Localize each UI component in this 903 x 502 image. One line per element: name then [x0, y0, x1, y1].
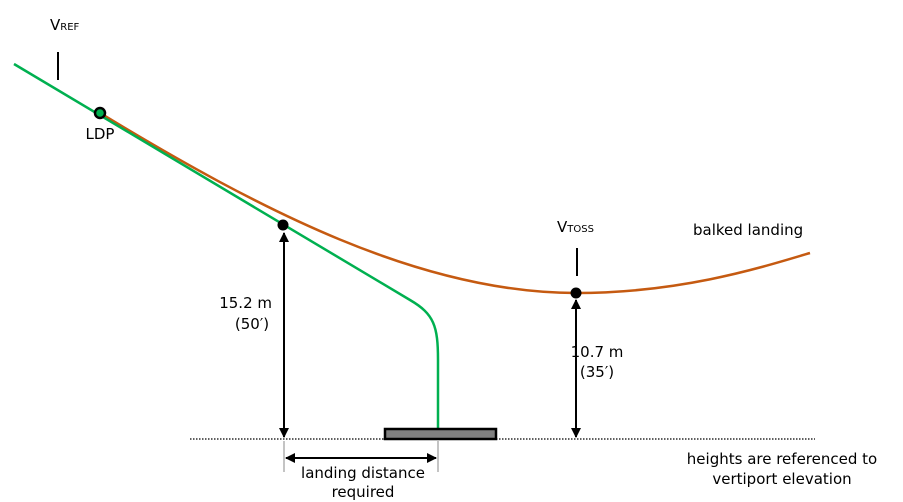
height-1-value: 15.2 m — [219, 294, 272, 312]
vref-label: VREF — [50, 16, 80, 34]
vtoss-point — [570, 287, 582, 299]
vertiport-pad — [383, 427, 498, 441]
height-2-feet: (35′) — [580, 363, 614, 381]
decision-point — [277, 219, 289, 231]
vtoss-label: VTOSS — [557, 218, 594, 236]
approach-path — [13, 62, 440, 429]
landing-distance-label-1: landing distance — [301, 464, 425, 482]
balked-landing-label: balked landing — [693, 221, 803, 239]
ldp-label: LDP — [86, 125, 115, 143]
landing-distance-label-2: required — [332, 483, 395, 501]
note-line-2: vertiport elevation — [712, 470, 851, 488]
note-line-1: heights are referenced to — [687, 450, 877, 468]
balked-landing-path — [99, 111, 811, 295]
ldp-point — [93, 106, 107, 120]
height-1-feet: (50′) — [235, 315, 269, 333]
height-2-value: 10.7 m — [571, 343, 624, 361]
